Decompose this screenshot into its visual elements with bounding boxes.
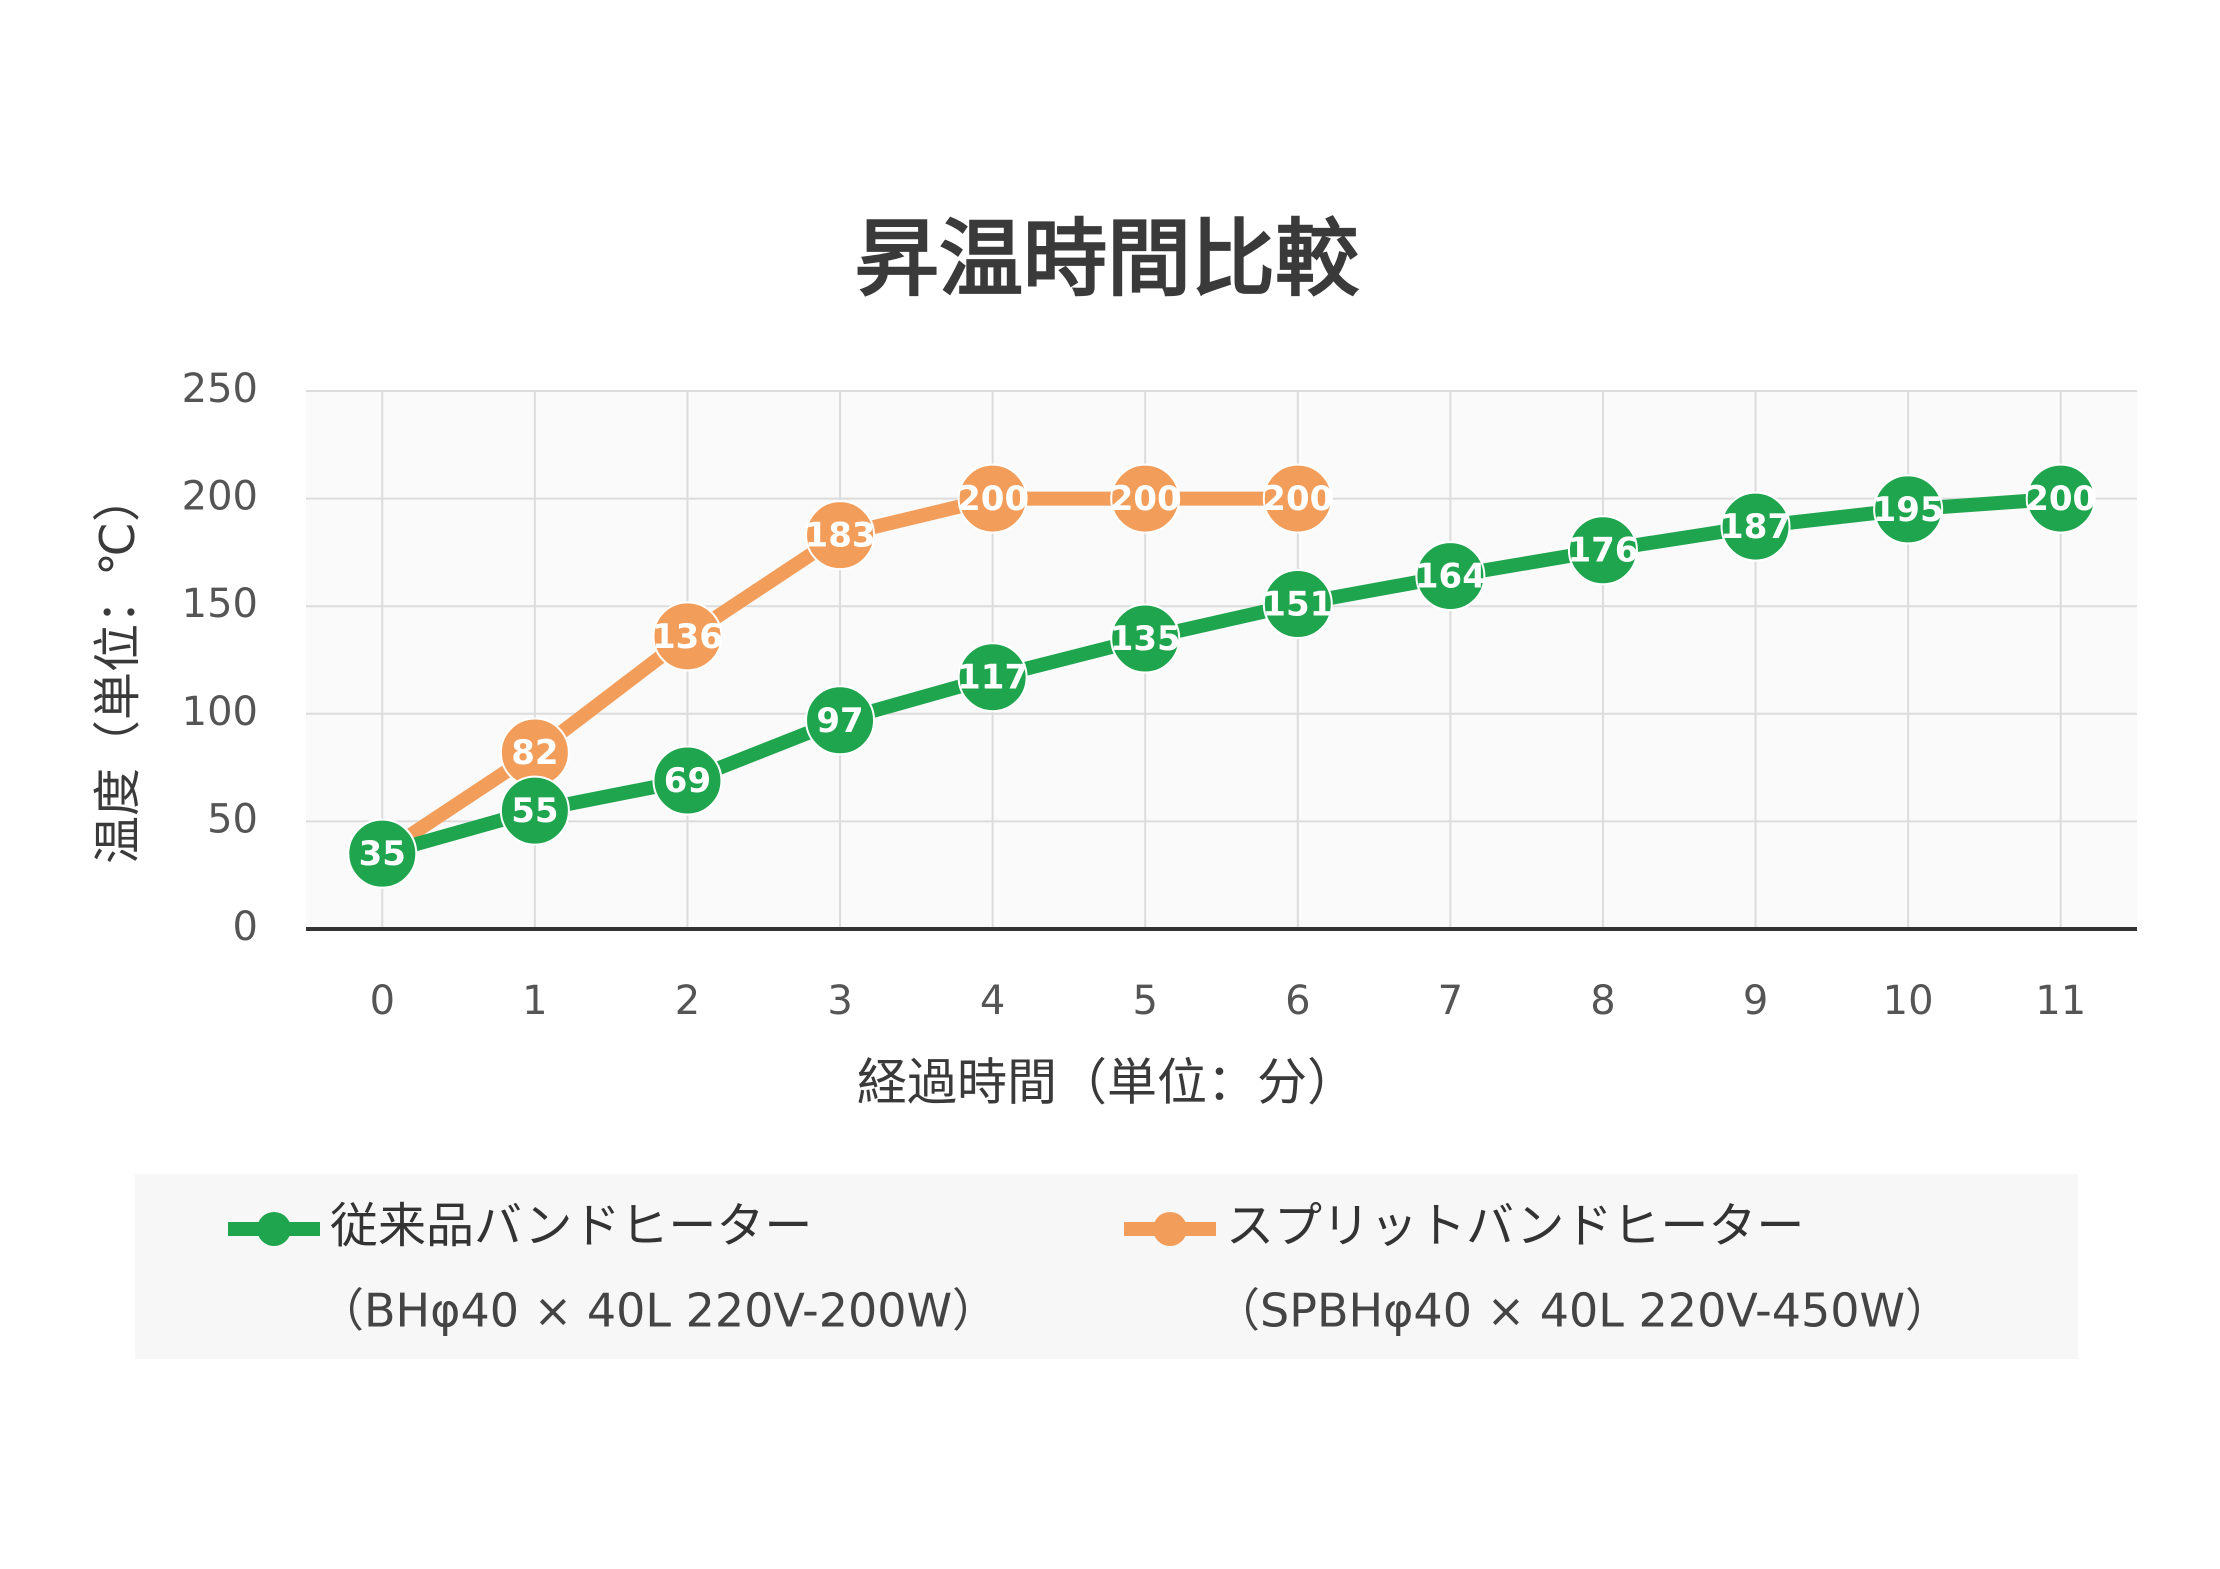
marker (1873, 474, 1944, 545)
marker (2025, 463, 2096, 534)
marker (1720, 491, 1791, 562)
data-label: 69 (664, 761, 711, 801)
legend-label: スプリットバンドヒーター (1226, 1198, 1804, 1254)
legend-marker (1153, 1212, 1187, 1246)
data-label: 200 (957, 479, 1028, 519)
marker (805, 685, 876, 756)
marker (652, 745, 723, 816)
marker (1567, 515, 1638, 586)
x-tick-label: 2 (675, 978, 700, 1024)
data-label: 183 (805, 516, 876, 556)
data-label: 200 (1110, 479, 1181, 519)
marker (652, 601, 723, 672)
data-label: 97 (816, 701, 863, 741)
y-tick-label: 250 (182, 366, 258, 412)
data-label: 55 (511, 791, 558, 831)
x-tick-label: 0 (370, 978, 395, 1024)
x-tick-label: 6 (1285, 978, 1310, 1024)
y-tick-label: 200 (182, 474, 258, 520)
marker (1415, 541, 1486, 612)
data-label: 187 (1720, 507, 1791, 547)
legend-description: （BHφ40 × 40L 220V-200W） (318, 1284, 998, 1338)
data-label: 200 (1262, 479, 1333, 519)
y-tick-label: 150 (182, 581, 258, 627)
x-tick-label: 3 (827, 978, 852, 1024)
marker (805, 500, 876, 571)
data-label: 136 (652, 617, 723, 657)
marker (347, 818, 418, 889)
x-tick-label: 1 (522, 978, 547, 1024)
x-tick-label: 10 (1883, 978, 1934, 1024)
y-tick-label: 100 (182, 689, 258, 735)
y-tick-label: 50 (207, 796, 258, 842)
marker (957, 463, 1028, 534)
legend-marker (257, 1212, 291, 1246)
marker (957, 642, 1028, 713)
x-tick-label: 4 (980, 978, 1005, 1024)
data-label: 164 (1415, 557, 1486, 597)
x-axis-label: 経過時間（単位：分） (857, 1054, 1357, 1112)
marker (1262, 463, 1333, 534)
marker (499, 775, 570, 846)
legend-box (135, 1174, 2078, 1359)
data-label: 117 (957, 658, 1028, 698)
x-tick-label: 11 (2035, 978, 2086, 1024)
data-label: 151 (1262, 585, 1333, 625)
data-label: 35 (359, 834, 406, 874)
legend-label: 従来品バンドヒーター (330, 1198, 812, 1254)
marker (1110, 603, 1181, 674)
data-label: 82 (511, 733, 558, 773)
marker (1110, 463, 1181, 534)
plot-area (306, 391, 2137, 929)
chart-title: 昇温時間比較 (855, 210, 1360, 308)
data-label: 195 (1873, 490, 1944, 530)
data-label: 176 (1567, 531, 1638, 571)
x-tick-label: 9 (1743, 978, 1768, 1024)
legend-description: （SPBHφ40 × 40L 220V-450W） (1214, 1284, 1951, 1338)
data-label: 200 (2025, 479, 2096, 519)
y-axis-label: 温度（単位：℃） (90, 474, 146, 864)
x-tick-label: 7 (1438, 978, 1463, 1024)
marker (1262, 569, 1333, 640)
x-tick-label: 8 (1590, 978, 1615, 1024)
data-label: 135 (1110, 619, 1181, 659)
x-tick-label: 5 (1132, 978, 1157, 1024)
y-tick-label: 0 (233, 904, 258, 950)
